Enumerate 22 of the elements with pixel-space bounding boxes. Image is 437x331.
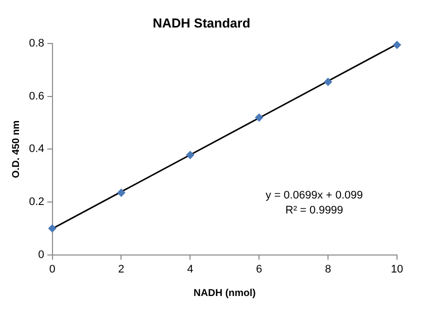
x-tick-label: 6 — [256, 263, 262, 276]
x-tick-label: 4 — [187, 263, 194, 276]
x-tick-label: 8 — [324, 263, 332, 276]
x-tick-label: 10 — [390, 263, 404, 276]
point — [393, 40, 401, 49]
point — [186, 151, 194, 160]
x-axis-title: NADH (nmol) — [194, 288, 256, 299]
y-tick-label: 0 — [38, 248, 44, 261]
y-tick-label: 0.2 — [28, 196, 44, 208]
y-tick-label: 0.8 — [28, 38, 44, 50]
point — [324, 78, 332, 86]
y-tick-label: 0.4 — [28, 143, 44, 156]
annotation: y = 0.0699x + 0.099 — [266, 190, 363, 202]
chart-title: NADH Standard — [152, 15, 250, 30]
annotation: R² = 0.9999 — [285, 204, 344, 217]
y-axis-title: O.D. 450 nm — [10, 120, 22, 178]
point — [255, 114, 264, 122]
point — [117, 188, 126, 197]
x-tick-label: 0 — [49, 263, 56, 276]
point — [48, 224, 56, 232]
x-tick-label: 2 — [118, 263, 124, 276]
y-tick-label: 0.6 — [28, 90, 44, 102]
